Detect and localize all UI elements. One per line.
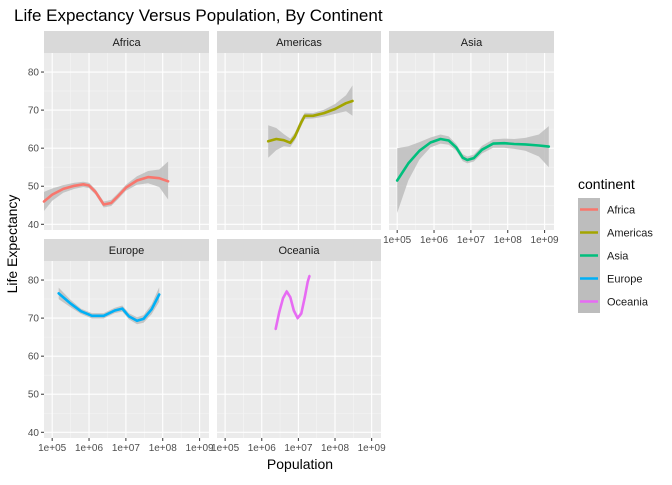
legend-label: Americas	[607, 228, 653, 240]
x-tick-label: 1e+05	[383, 235, 412, 246]
legend: continent Africa Americas Asia Europe Oceania	[578, 176, 653, 313]
legend-item-africa: Africa	[578, 198, 636, 221]
series-line-oceania	[274, 274, 311, 331]
facet-strip-label: Oceania	[279, 245, 321, 257]
x-tick-label: 1e+05	[38, 443, 67, 454]
facet-panel-oceania: Oceania 1e+05 1e+06 1e+07 1e+08 1e+09	[211, 239, 386, 454]
facet-panels: Africa 40 50 60 70 80 Americas Asia 1e+05 1e+06 1e…	[28, 31, 559, 454]
series-line-africa	[42, 175, 170, 206]
series-line-asia	[395, 137, 551, 182]
series-line-europe	[57, 292, 161, 323]
y-axis-label: Life Expectancy	[4, 195, 20, 294]
panel-background	[44, 261, 209, 438]
series-line-americas	[266, 99, 354, 145]
facet-strip	[44, 31, 209, 53]
legend-item-americas: Americas	[578, 221, 653, 244]
y-tick-label: 80	[28, 68, 40, 79]
y-tick-label: 40	[28, 428, 40, 439]
facet-strip	[217, 239, 381, 261]
facet-strip	[44, 239, 209, 261]
x-tick-label: 1e+09	[358, 443, 387, 454]
x-tick-label: 1e+08	[494, 235, 523, 246]
confidence-band-europe	[58, 287, 160, 325]
legend-label: Oceania	[607, 297, 649, 309]
facet-strip-label: Asia	[461, 37, 483, 49]
x-tick-label: 1e+07	[457, 235, 486, 246]
x-axis-label: Population	[267, 456, 333, 472]
facet-panel-americas: Americas	[217, 31, 381, 230]
x-tick-label: 1e+05	[211, 443, 240, 454]
facet-panel-africa: Africa 40 50 60 70 80	[28, 31, 209, 231]
legend-item-oceania: Oceania	[578, 290, 649, 313]
y-tick-label: 40	[28, 220, 40, 231]
confidence-band-americas	[268, 85, 353, 158]
chart-title: Life Expectancy Versus Population, By Co…	[14, 6, 383, 25]
panel-background	[217, 53, 381, 230]
x-tick-label: 1e+08	[149, 443, 178, 454]
y-tick-label: 70	[28, 314, 40, 325]
legend-label: Africa	[607, 205, 636, 217]
x-tick-label: 1e+06	[420, 235, 449, 246]
x-tick-label: 1e+09	[531, 235, 560, 246]
y-tick-label: 50	[28, 390, 40, 401]
facet-panel-europe: Europe 40 50 60 70 80 1e+05 1e+06 1e+07 1e+08 1e+0…	[28, 239, 214, 454]
y-tick-label: 50	[28, 182, 40, 193]
legend-label: Europe	[607, 274, 642, 286]
facet-strip-label: Africa	[112, 37, 141, 49]
y-tick-label: 60	[28, 352, 40, 363]
x-tick-label: 1e+07	[284, 443, 313, 454]
x-tick-label: 1e+09	[186, 443, 215, 454]
legend-label: Asia	[607, 251, 629, 263]
facet-strip-label: Americas	[276, 37, 322, 49]
facet-strip	[389, 31, 554, 53]
panel-background	[217, 261, 381, 438]
legend-title: continent	[578, 176, 635, 192]
x-tick-label: 1e+06	[75, 443, 104, 454]
y-tick-label: 60	[28, 144, 40, 155]
x-tick-label: 1e+06	[248, 443, 277, 454]
facet-panel-asia: Asia 1e+05 1e+06 1e+07 1e+08 1e+09	[383, 31, 559, 246]
panel-background	[44, 53, 209, 230]
legend-item-europe: Europe	[578, 267, 642, 290]
facet-strip	[217, 31, 381, 53]
x-tick-label: 1e+07	[112, 443, 141, 454]
confidence-band-asia	[397, 126, 549, 213]
y-tick-label: 80	[28, 276, 40, 287]
y-tick-label: 70	[28, 106, 40, 117]
facet-strip-label: Europe	[109, 245, 144, 257]
x-tick-label: 1e+08	[321, 443, 350, 454]
legend-item-asia: Asia	[578, 244, 629, 267]
